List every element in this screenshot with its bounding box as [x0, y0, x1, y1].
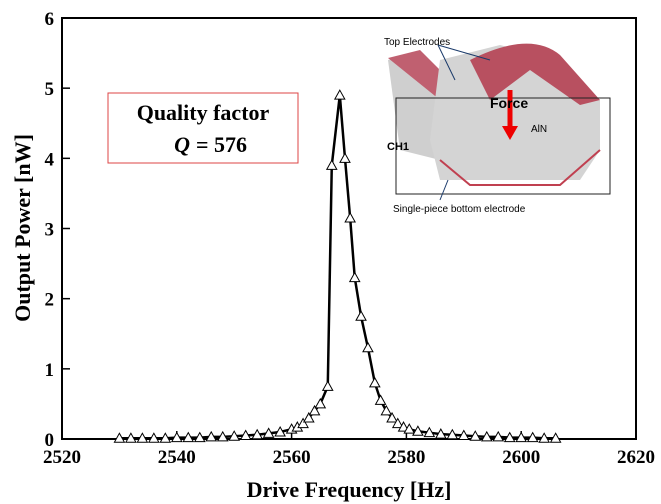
data-point — [457, 429, 470, 440]
pointer — [437, 44, 456, 81]
data-point — [374, 394, 387, 405]
inset-shape — [439, 149, 601, 186]
data-point — [147, 432, 160, 443]
data-point — [274, 425, 286, 437]
y-tick-label: 1 — [45, 360, 55, 381]
inset-label: CH1 — [387, 141, 409, 153]
data-point — [503, 431, 516, 443]
y-tick-label: 5 — [45, 79, 55, 100]
annotation: Q — [174, 132, 190, 157]
data-point — [469, 430, 482, 441]
data-point — [262, 427, 275, 438]
data-point — [492, 430, 505, 442]
data-point — [251, 428, 264, 440]
inset-label: Top Electrodes — [384, 37, 450, 48]
x-tick-label: 2620 — [617, 447, 655, 468]
y-tick-label: 0 — [45, 430, 55, 451]
data-point — [386, 411, 398, 423]
pointer — [439, 179, 449, 201]
data-point — [362, 341, 374, 353]
y-axis-label: Output Power [nW] — [10, 134, 35, 322]
data-point — [423, 426, 436, 438]
data-point — [182, 431, 195, 443]
data-point — [549, 432, 562, 443]
data-point — [397, 421, 410, 432]
data-point — [193, 431, 206, 443]
annotation: = 576 — [196, 132, 247, 157]
data-point — [205, 430, 218, 442]
pointer — [437, 44, 491, 61]
data-point — [228, 430, 241, 441]
annotation-box — [107, 92, 299, 164]
y-tick-label: 2 — [45, 290, 55, 311]
data-point — [380, 404, 393, 416]
x-tick-label: 2540 — [158, 447, 196, 468]
data-point — [480, 430, 493, 442]
inset-diagram: Top Electrodes Force AlN CH1 Single-piec… — [384, 37, 611, 215]
data-point — [412, 425, 424, 436]
inset-label: Single-piece bottom electrode — [393, 204, 526, 215]
data-point — [308, 404, 321, 416]
data-point — [391, 417, 404, 429]
data-point — [526, 431, 539, 443]
data-point — [446, 428, 459, 440]
data-point — [125, 432, 137, 443]
y-tick-label: 3 — [45, 220, 55, 241]
data-point — [403, 423, 416, 434]
force-arrow — [502, 126, 518, 140]
data-point — [434, 428, 447, 439]
data-point — [159, 432, 172, 443]
data-point — [297, 417, 309, 429]
data-point — [113, 432, 126, 443]
y-tick-label: 4 — [45, 149, 55, 170]
x-tick-label: 2600 — [502, 447, 540, 468]
x-tick-label: 2580 — [387, 447, 425, 468]
data-point — [239, 429, 252, 440]
y-tick-label: 6 — [45, 9, 55, 30]
data-point — [344, 211, 356, 223]
inset-label: AlN — [531, 124, 547, 135]
data-point — [216, 430, 229, 442]
data-point — [333, 89, 346, 100]
data-point — [325, 159, 338, 170]
data-point — [321, 380, 334, 391]
data-point — [339, 152, 351, 163]
inset-frame — [395, 97, 611, 195]
data-point — [355, 310, 367, 321]
data-point — [368, 376, 381, 388]
annotation: Quality factor — [137, 100, 270, 125]
inset-label: Force — [490, 95, 528, 111]
data-point — [348, 271, 361, 283]
x-tick-label: 2560 — [273, 447, 311, 468]
data-point — [515, 431, 528, 443]
data-point — [314, 397, 327, 409]
data-point — [538, 432, 551, 443]
data-point — [136, 432, 149, 443]
data-point — [302, 411, 315, 423]
x-tick-label: 2520 — [43, 447, 81, 468]
inset-shape — [470, 43, 600, 105]
data-point — [170, 431, 183, 443]
x-axis-label: Drive Frequency [Hz] — [247, 477, 452, 502]
